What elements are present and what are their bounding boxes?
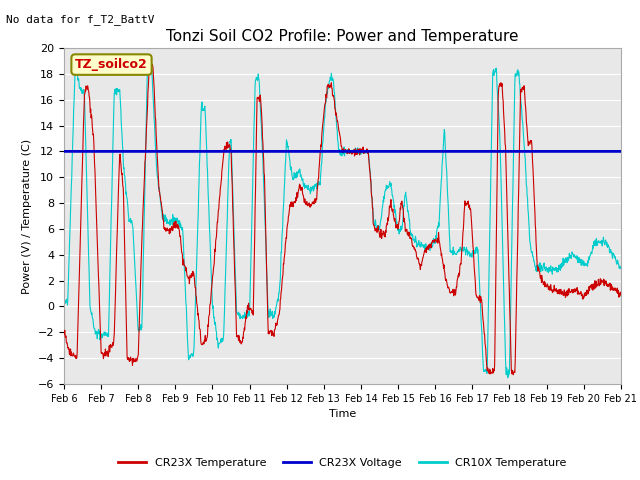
Text: No data for f_T2_BattV: No data for f_T2_BattV xyxy=(6,14,155,25)
X-axis label: Time: Time xyxy=(329,409,356,419)
Title: Tonzi Soil CO2 Profile: Power and Temperature: Tonzi Soil CO2 Profile: Power and Temper… xyxy=(166,29,518,44)
Text: TZ_soilco2: TZ_soilco2 xyxy=(75,58,148,71)
Legend: CR23X Temperature, CR23X Voltage, CR10X Temperature: CR23X Temperature, CR23X Voltage, CR10X … xyxy=(113,454,572,472)
Y-axis label: Power (V) / Temperature (C): Power (V) / Temperature (C) xyxy=(22,138,32,294)
